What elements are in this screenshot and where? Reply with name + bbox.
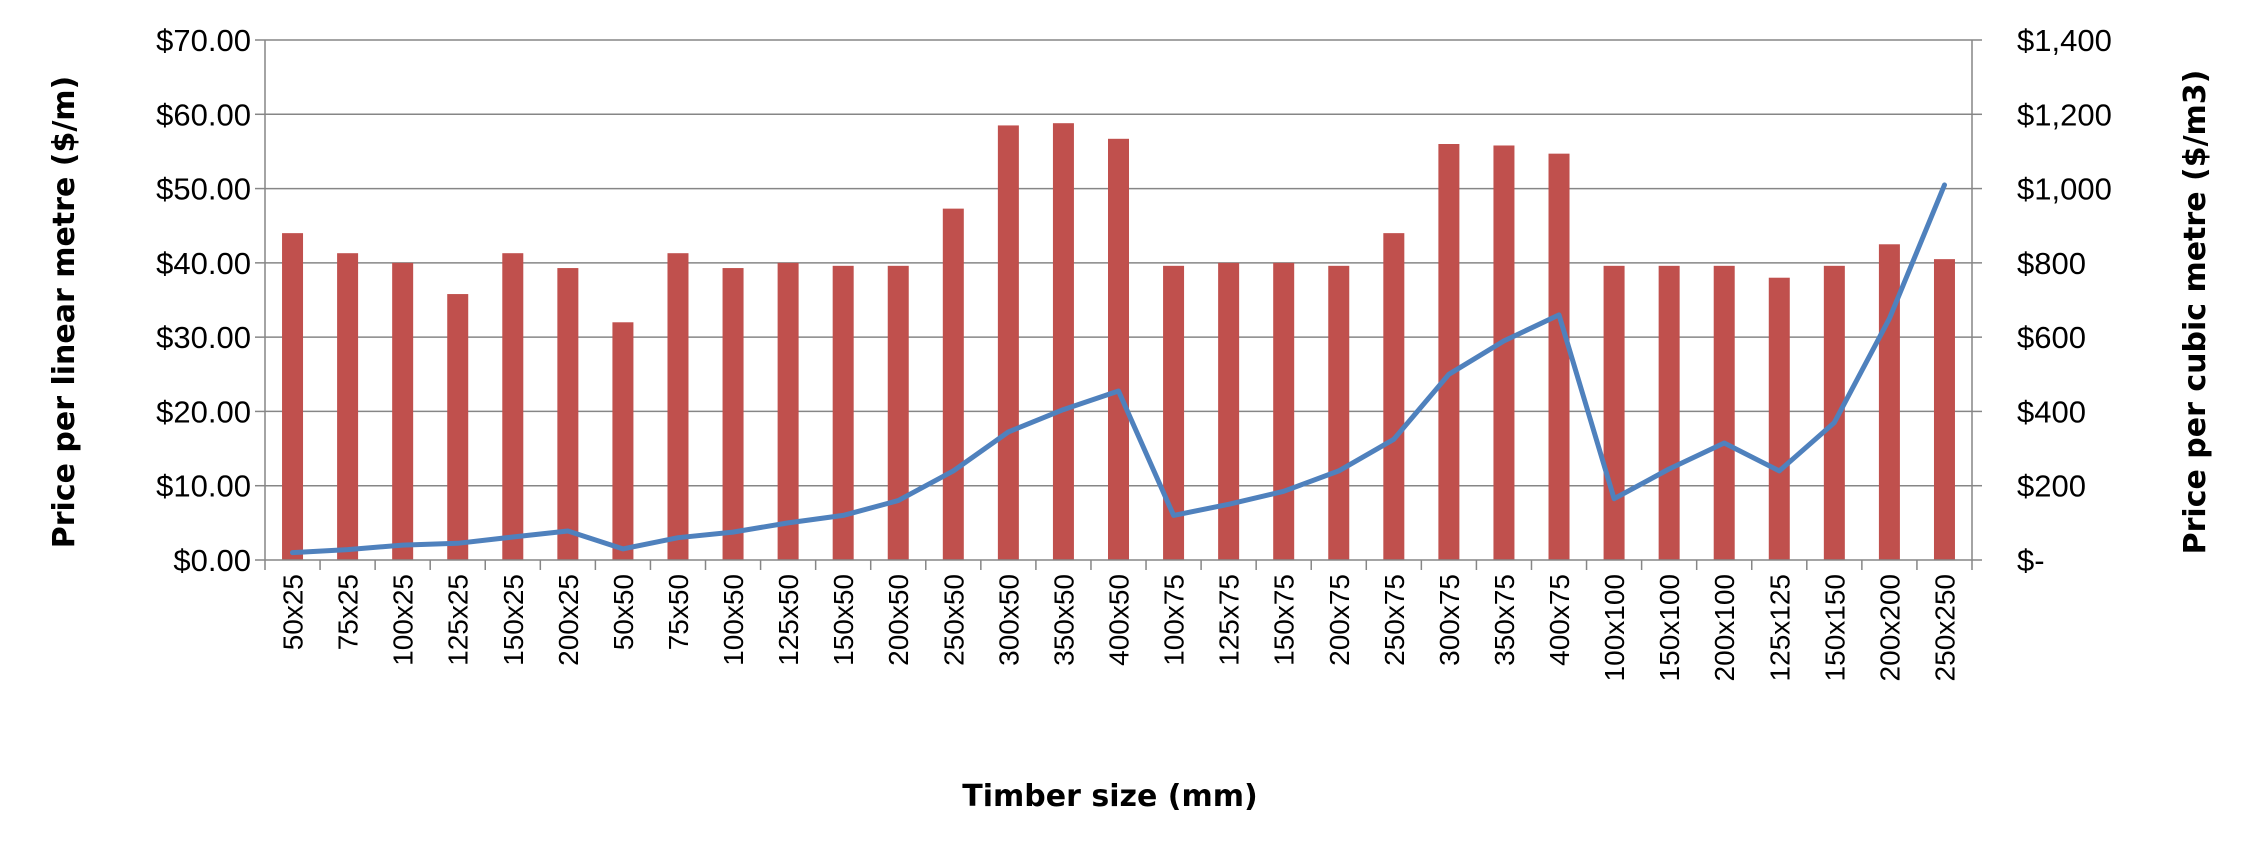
x-tick-label: 100x25 [388, 574, 419, 666]
x-tick-label: 200x25 [553, 574, 584, 666]
bar [1823, 265, 1845, 560]
bar [667, 253, 689, 560]
bar [777, 262, 799, 560]
left-tick-label: $20.00 [156, 394, 251, 429]
right-tick-label: $- [2017, 543, 2045, 578]
bar [282, 233, 304, 560]
x-tick-label: 200x50 [883, 574, 914, 666]
x-tick-label: 125x75 [1214, 574, 1245, 666]
x-tick-label: 125x25 [443, 574, 474, 666]
left-tick-label: $50.00 [156, 172, 251, 207]
x-tick-label: 200x200 [1874, 574, 1905, 681]
bar [557, 268, 579, 560]
x-tick-label: 125x50 [773, 574, 804, 666]
right-tick-label: $800 [2017, 246, 2086, 281]
bar [722, 268, 744, 560]
bar [997, 125, 1019, 560]
left-tick-label: $70.00 [156, 23, 251, 58]
bar [447, 294, 469, 560]
left-tick-label: $60.00 [156, 97, 251, 132]
x-tick-label: 100x50 [718, 574, 749, 666]
x-tick-label: 350x50 [1048, 574, 1079, 666]
right-tick-label: $1,200 [2017, 97, 2112, 132]
bar [942, 208, 964, 560]
x-tick-label: 50x50 [608, 574, 639, 650]
x-tick-label: 100x100 [1599, 574, 1630, 681]
left-tick-label: $10.00 [156, 469, 251, 504]
bar [1163, 265, 1185, 560]
bar [337, 253, 359, 560]
x-tick-label: 150x75 [1269, 574, 1300, 666]
bar [1878, 244, 1900, 561]
bar [1383, 233, 1405, 560]
x-tick-label: 200x75 [1324, 574, 1355, 666]
bar [1933, 259, 1955, 560]
bar [1603, 265, 1625, 560]
bar [1548, 153, 1570, 560]
right-tick-label: $200 [2017, 469, 2086, 504]
x-tick-label: 125x125 [1764, 574, 1795, 681]
x-axis-title: Timber size (mm) [962, 779, 1257, 814]
bar [832, 265, 854, 560]
x-tick-label: 250x75 [1379, 574, 1410, 666]
right-axis-ticks: $- $200 $400 $600 $800 $1,000 $1,200 $1,400 [1972, 23, 2112, 578]
bar [612, 322, 634, 560]
x-tick-label: 150x100 [1654, 574, 1685, 681]
x-tick-label: 50x25 [278, 574, 309, 650]
line-series [290, 182, 1947, 556]
bar-series [282, 123, 1955, 561]
right-tick-label: $400 [2017, 394, 2086, 429]
x-tick-label: 150x25 [498, 574, 529, 666]
right-axis-title: Price per cubic metre ($/m3) [2178, 70, 2213, 555]
bar [1768, 277, 1790, 560]
x-tick-label: 350x75 [1489, 574, 1520, 666]
x-tick-label: 200x100 [1709, 574, 1740, 681]
bar [887, 265, 909, 560]
bar [1658, 265, 1680, 560]
left-tick-label: $40.00 [156, 246, 251, 281]
left-tick-label: $0.00 [173, 543, 251, 578]
x-axis-ticks: 50x25 75x25 100x25 125x25 150x25 200x25 50x50 7… [264, 560, 1973, 681]
x-tick-label: 150x50 [828, 574, 859, 666]
x-tick-label: 250x250 [1929, 574, 1960, 681]
right-tick-label: $1,000 [2017, 172, 2112, 207]
bar [1273, 262, 1295, 560]
x-tick-label: 100x75 [1159, 574, 1190, 666]
bar [1493, 145, 1515, 560]
left-axis-title: Price per linear metre ($/m) [47, 76, 82, 549]
bar [1218, 262, 1240, 560]
axes [264, 40, 1973, 561]
x-tick-label: 250x50 [938, 574, 969, 666]
bar [1713, 265, 1735, 560]
x-tick-label: 75x25 [333, 574, 364, 650]
x-tick-label: 400x75 [1544, 574, 1575, 666]
x-tick-label: 150x150 [1819, 574, 1850, 681]
right-tick-label: $1,400 [2017, 23, 2112, 58]
left-tick-label: $30.00 [156, 320, 251, 355]
x-tick-label: 300x75 [1434, 574, 1465, 666]
bar [1438, 144, 1460, 560]
bar [1052, 123, 1074, 560]
bar [1328, 265, 1350, 560]
x-tick-label: 300x50 [993, 574, 1024, 666]
x-tick-label: 400x50 [1104, 574, 1135, 666]
right-tick-label: $600 [2017, 320, 2086, 355]
left-axis-ticks: $0.00 $10.00 $20.00 $30.00 $40.00 $50.00 $60.0… [156, 23, 265, 578]
bar [502, 253, 524, 560]
x-tick-label: 75x50 [663, 574, 694, 650]
bar [392, 262, 414, 560]
bar [1108, 138, 1129, 561]
